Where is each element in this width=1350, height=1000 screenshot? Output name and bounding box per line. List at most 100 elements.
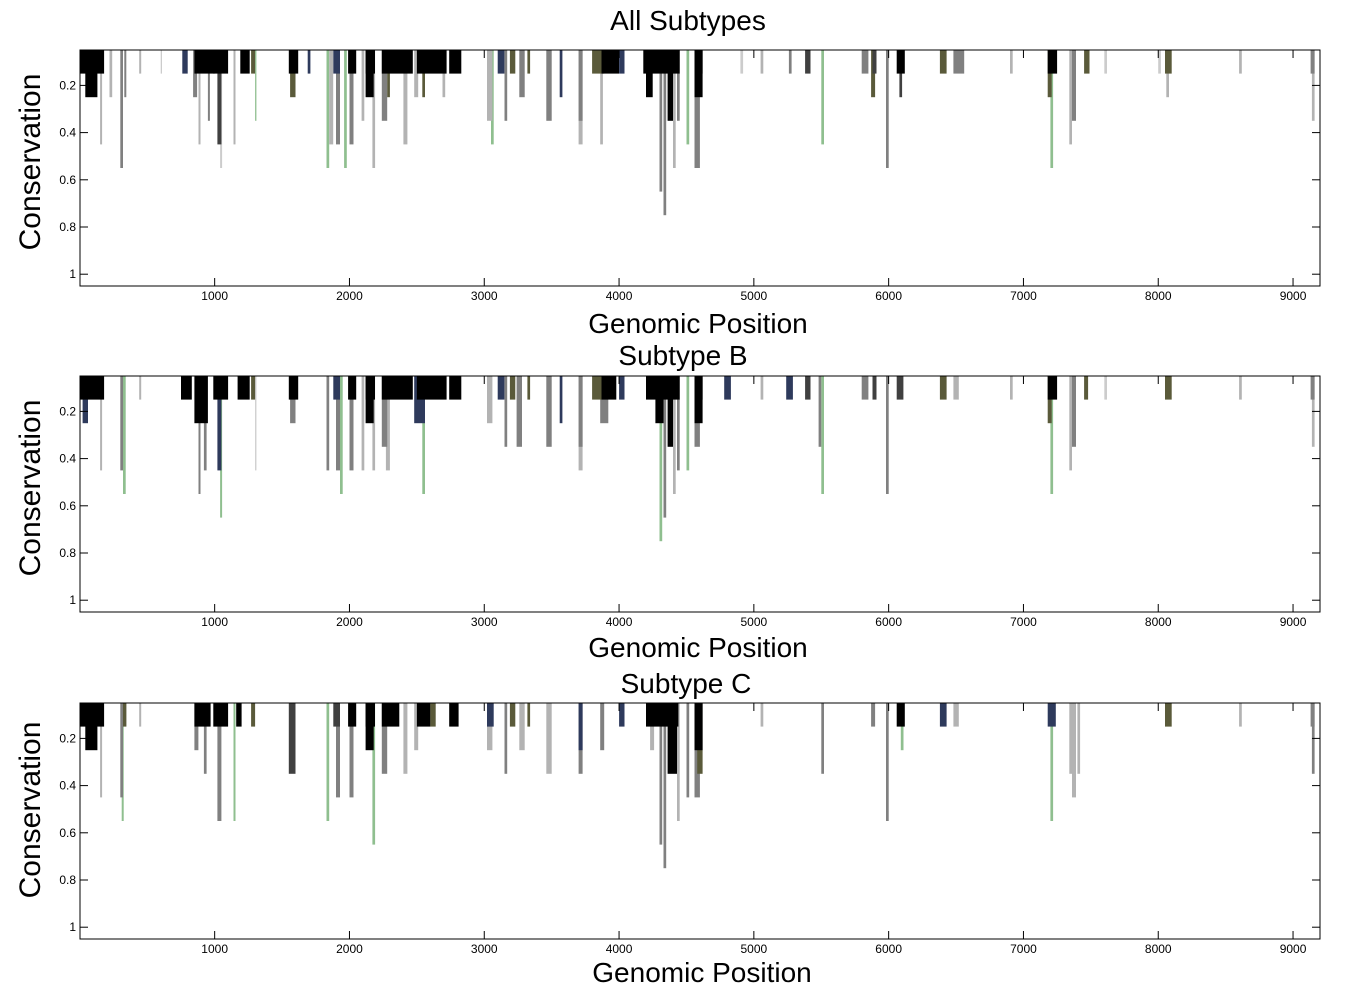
conservation-bar <box>886 376 889 494</box>
x-axis-label: Genomic Position <box>592 957 811 988</box>
x-tick-label: 5000 <box>740 615 767 629</box>
conservation-bar <box>207 50 210 121</box>
plot-frame <box>79 702 1321 940</box>
y-ticks: 0.2 0.4 0.6 0.8 1 <box>59 731 1320 934</box>
bar-series <box>80 376 1315 542</box>
conservation-bar <box>100 50 103 145</box>
conservation-bar <box>1050 50 1054 168</box>
conservation-bar <box>329 50 334 145</box>
y-tick-label: 1 <box>69 267 76 281</box>
conservation-bar <box>1239 376 1242 400</box>
conservation-bar <box>1072 376 1076 447</box>
conservation-bar <box>336 703 340 798</box>
conservation-bar <box>194 376 208 424</box>
y-tick-label: 0.4 <box>59 779 76 793</box>
conservation-bar <box>872 50 877 74</box>
panel-title: Subtype B <box>618 340 747 371</box>
x-tick-label: 9000 <box>1280 289 1307 303</box>
conservation-bar <box>1310 376 1315 400</box>
conservation-bar <box>255 50 257 121</box>
conservation-bar <box>677 376 680 471</box>
conservation-bar <box>449 50 462 74</box>
conservation-bar <box>504 376 508 447</box>
conservation-bar <box>213 703 229 727</box>
conservation-bar <box>381 50 388 121</box>
conservation-bar <box>333 50 340 74</box>
x-tick-label: 8000 <box>1145 615 1172 629</box>
conservation-bar <box>686 50 690 145</box>
conservation-bar <box>1010 50 1013 74</box>
conservation-bar <box>237 376 250 400</box>
x-axis-label: Genomic Position <box>588 632 807 663</box>
conservation-bar <box>673 50 676 168</box>
conservation-bar <box>430 703 436 727</box>
conservation-bar <box>326 376 330 471</box>
conservation-bar <box>619 50 625 74</box>
conservation-bar <box>1050 376 1054 494</box>
conservation-bar <box>160 50 162 74</box>
conservation-bar <box>80 376 105 400</box>
conservation-bar <box>519 50 525 98</box>
conservation-bar <box>336 376 340 471</box>
conservation-bar <box>953 50 965 74</box>
conservation-bar <box>307 50 311 74</box>
conservation-bar <box>686 376 690 471</box>
conservation-bar <box>760 376 764 400</box>
conservation-bar <box>181 376 192 400</box>
conservation-bar <box>939 376 947 400</box>
x-tick-label: 1000 <box>201 615 228 629</box>
conservation-bar <box>861 376 869 400</box>
y-tick-label: 0.2 <box>59 78 76 92</box>
conservation-bar <box>123 703 127 727</box>
conservation-bar <box>348 50 357 74</box>
conservation-bar <box>336 50 340 145</box>
conservation-bar <box>939 50 947 74</box>
conservation-bar <box>677 703 680 821</box>
conservation-bar <box>600 50 603 145</box>
conservation-bar <box>365 703 375 727</box>
conservation-bar <box>578 376 583 447</box>
conservation-bar <box>349 376 354 471</box>
x-tick-label: 9000 <box>1280 615 1307 629</box>
y-ticks: 0.2 0.4 0.6 0.8 1 <box>59 404 1320 607</box>
conservation-bar <box>694 50 700 168</box>
conservation-bar <box>821 376 824 494</box>
x-tick-label: 7000 <box>1010 615 1037 629</box>
conservation-bar <box>123 376 126 494</box>
conservation-bar <box>1010 376 1013 400</box>
conservation-bar <box>198 50 201 145</box>
conservation-bar <box>213 50 229 74</box>
conservation-bar <box>786 376 793 400</box>
conservation-bar <box>414 703 419 751</box>
conservation-bar <box>1072 50 1076 121</box>
conservation-bar <box>182 50 188 74</box>
conservation-bar <box>527 703 531 727</box>
x-tick-label: 2000 <box>336 942 363 956</box>
conservation-bar <box>509 376 516 400</box>
conservation-bar <box>348 703 357 727</box>
conservation-bar <box>1104 50 1107 74</box>
bar-series <box>80 703 1315 869</box>
bar-series <box>80 50 1315 216</box>
conservation-bar <box>139 376 142 400</box>
conservation-bar <box>896 376 904 400</box>
conservation-bar <box>344 50 347 168</box>
conservation-bar <box>601 50 619 74</box>
panel-subtype-c: Subtype C 0.2 0.4 0.6 0.8 1 1000 2000 3000 4000… <box>14 668 1321 988</box>
conservation-bar <box>361 376 365 471</box>
conservation-bar <box>1084 376 1089 400</box>
conservation-bar <box>527 50 531 74</box>
panel-all-subtypes: All Subtypes 0.2 0.4 0.6 0.8 1 1000 2000 3000 4… <box>14 5 1321 339</box>
conservation-bar <box>497 50 505 74</box>
x-tick-label: 2000 <box>336 615 363 629</box>
y-tick-label: 0.8 <box>59 546 76 560</box>
conservation-bar <box>667 50 673 121</box>
conservation-bar <box>697 50 703 74</box>
conservation-bar <box>381 703 388 774</box>
conservation-bar <box>414 50 419 98</box>
x-tick-label: 6000 <box>875 942 902 956</box>
conservation-bar <box>872 376 877 400</box>
conservation-bar <box>487 50 493 121</box>
x-axis-label: Genomic Position <box>588 308 807 339</box>
